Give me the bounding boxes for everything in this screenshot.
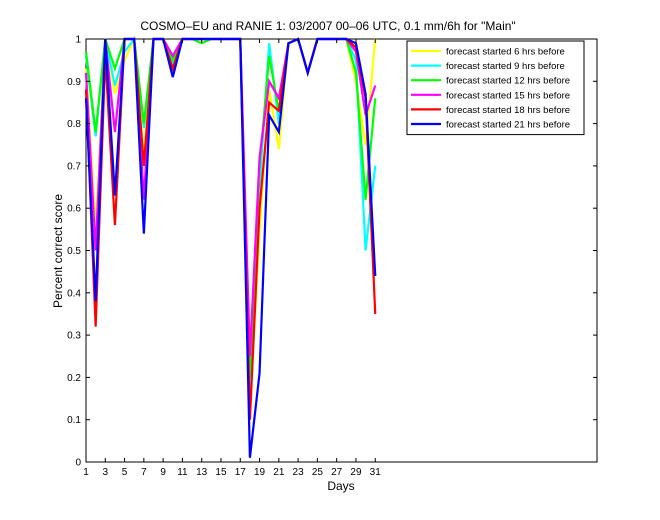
y-tick-label: 0	[75, 458, 81, 469]
y-tick-label: 0.7	[67, 161, 81, 172]
y-tick-label: 0.1	[67, 415, 81, 426]
legend-label-2: forecast started 9 hrs before	[446, 61, 565, 72]
x-axis-title: Days	[327, 479, 354, 493]
x-tick-label: 5	[122, 467, 128, 478]
y-axis: 0 0.1 0.2 0.3 0.4 0.5 0.6 0.7 0.8 0.9 1	[67, 35, 597, 469]
series-layer	[84, 34, 377, 458]
y-tick-label: 1	[75, 35, 81, 46]
series-line-6	[84, 37, 377, 458]
x-tick-label: 25	[312, 467, 324, 478]
y-tick-label: 0.6	[67, 204, 81, 215]
x-tick-label: 13	[196, 467, 208, 478]
legend-label-1: forecast started 6 hrs before	[446, 47, 565, 58]
legend-label-3: forecast started 12 hrs before	[446, 76, 570, 87]
x-tick-label: 15	[215, 467, 227, 478]
y-tick-label: 0.5	[67, 246, 81, 257]
y-tick-label: 0.9	[67, 77, 81, 88]
x-tick-label: 29	[350, 467, 362, 478]
y-tick-label: 0.3	[67, 331, 81, 342]
y-tick-label: 0.8	[67, 119, 81, 130]
x-tick-label: 11	[177, 467, 188, 478]
x-tick-label: 23	[293, 467, 305, 478]
y-tick-label: 0.2	[67, 373, 81, 384]
x-axis: 1 3 5 7 9 11 13 15 17 19 21 23 25 27 29 31	[83, 39, 381, 478]
x-tick-label: 21	[273, 467, 285, 478]
x-tick-label: 3	[103, 467, 109, 478]
legend-label-5: forecast started 18 hrs before	[446, 105, 570, 116]
x-tick-label: 31	[370, 467, 382, 478]
x-tick-label: 19	[254, 467, 266, 478]
chart-title: COSMO–EU and RANIE 1: 03/2007 00–06 UTC,…	[140, 19, 515, 33]
x-tick-label: 17	[235, 467, 247, 478]
y-axis-title: Percent correct score	[51, 194, 65, 308]
x-tick-label: 27	[331, 467, 343, 478]
legend-label-6: forecast started 21 hrs before	[446, 120, 570, 131]
legend-box	[406, 40, 585, 136]
x-tick-label: 9	[160, 467, 166, 478]
x-tick-label: 1	[83, 467, 89, 478]
legend-label-4: forecast started 15 hrs before	[446, 90, 570, 101]
y-tick-label: 0.4	[67, 288, 81, 299]
x-tick-label: 7	[141, 467, 147, 478]
legend: forecast started 6 hrs before forecast st…	[406, 40, 585, 136]
